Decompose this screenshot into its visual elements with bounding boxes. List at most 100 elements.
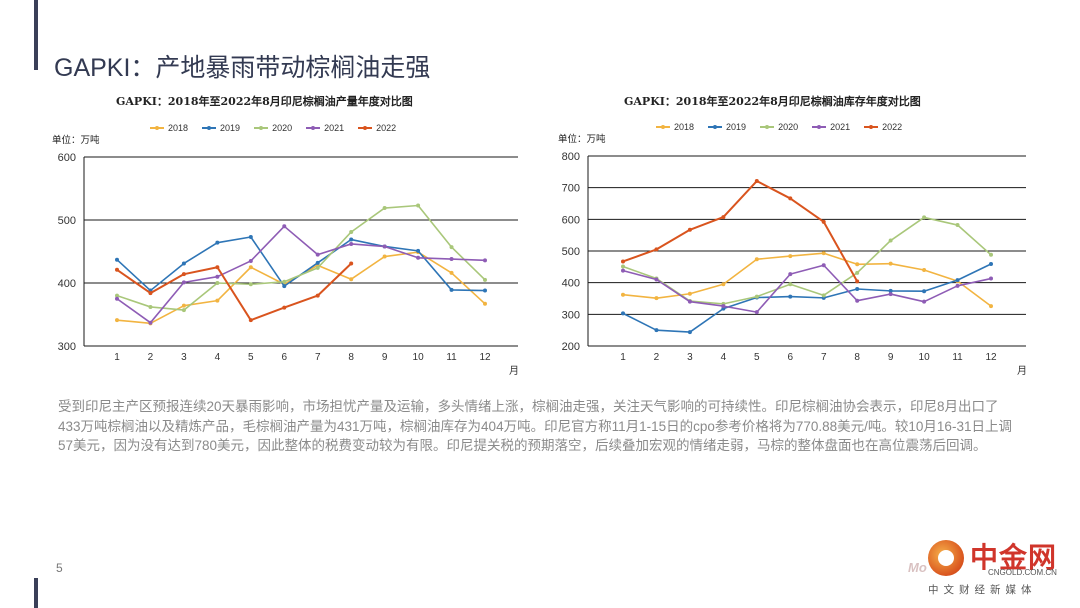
data-point-2019: [349, 237, 354, 242]
legend-item-2019: 2019: [202, 123, 240, 133]
y-tick-label: 300: [562, 309, 580, 321]
data-point-2021: [115, 296, 119, 301]
x-tick-label: 2: [148, 352, 154, 363]
data-point-2020: [382, 206, 387, 211]
data-point-2019: [181, 261, 186, 266]
legend-item-2020: 2020: [254, 123, 292, 133]
data-point-2021: [449, 257, 454, 262]
data-point-2020: [282, 279, 287, 284]
inventory-chart-title: GAPKI：2018年至2022年8月印尼棕榈油库存年度对比图: [624, 95, 921, 108]
logo-domain: CNGOLD.COM.CN: [988, 568, 1057, 577]
data-point-2019: [888, 288, 893, 293]
legend-swatch: [306, 125, 321, 130]
y-tick-label: 300: [58, 341, 76, 353]
series-line-2020: [622, 216, 992, 305]
data-point-2022: [282, 305, 287, 310]
legend-item-2018: 2018: [150, 123, 188, 133]
data-point-2019: [788, 294, 793, 299]
data-point-2020: [888, 238, 893, 243]
data-point-2021: [754, 310, 759, 315]
data-point-2022: [181, 272, 186, 277]
data-point-2018: [855, 262, 860, 267]
x-tick-label: 5: [754, 352, 760, 363]
y-tick-label: 600: [562, 214, 580, 226]
data-point-2018: [382, 254, 387, 259]
data-point-2018: [788, 254, 793, 259]
data-point-2018: [181, 303, 186, 308]
data-point-2019: [416, 248, 421, 253]
data-point-2018: [888, 261, 893, 266]
data-point-2019: [215, 240, 220, 245]
data-point-2022: [215, 265, 220, 270]
data-point-2019: [449, 287, 454, 292]
data-point-2019: [115, 257, 119, 262]
data-point-2021: [721, 304, 726, 309]
data-point-2020: [181, 308, 186, 313]
data-point-2021: [416, 255, 421, 260]
data-point-2020: [449, 245, 454, 250]
x-tick-label: 11: [952, 352, 963, 363]
data-point-2021: [248, 258, 253, 263]
data-point-2018: [922, 268, 927, 272]
data-point-2020: [821, 293, 826, 298]
x-tick-label: 3: [181, 352, 187, 363]
data-point-2019: [248, 235, 253, 240]
data-point-2021: [483, 258, 487, 263]
y-tick-label: 400: [562, 278, 580, 290]
data-point-2021: [148, 320, 153, 325]
data-point-2022: [788, 196, 793, 201]
x-tick-label: 10: [413, 352, 425, 363]
data-point-2022: [148, 291, 153, 296]
data-point-2022: [315, 293, 320, 298]
data-point-2021: [215, 274, 220, 279]
x-axis-label: 月: [1017, 365, 1027, 377]
legend-label: 2022: [882, 122, 903, 132]
data-point-2021: [654, 277, 659, 282]
page-number: 5: [56, 561, 63, 575]
y-tick-label: 400: [58, 278, 76, 290]
data-point-2021: [687, 299, 692, 304]
data-point-2019: [621, 311, 625, 316]
inventory-chart-legend: 2018 2019 2020 2021 2022: [656, 122, 902, 132]
legend-swatch: [656, 124, 670, 129]
data-point-2021: [282, 224, 287, 229]
data-point-2018: [754, 257, 759, 262]
data-point-2020: [215, 281, 220, 285]
series-line-2018: [622, 252, 992, 307]
legend-swatch: [708, 124, 723, 129]
data-point-2019: [483, 288, 487, 293]
legend-label: 2019: [220, 123, 241, 133]
data-point-2022: [248, 318, 253, 323]
x-tick-label: 4: [215, 352, 221, 363]
legend-item-2021: 2021: [812, 122, 850, 132]
legend-swatch: [864, 124, 879, 129]
data-point-2019: [282, 284, 287, 289]
data-point-2022: [349, 261, 354, 266]
series-line-2019: [622, 263, 992, 333]
data-point-2022: [754, 179, 759, 184]
body-text: 受到印尼主产区预报连续20天暴雨影响，市场担忧产量及运输，多头情绪上涨，棕榈油走…: [58, 399, 1012, 453]
data-point-2019: [955, 278, 960, 283]
data-point-2020: [315, 265, 320, 270]
legend-swatch: [760, 124, 775, 129]
data-point-2020: [416, 203, 421, 208]
data-point-2018: [821, 251, 826, 256]
legend-swatch: [150, 125, 164, 130]
data-point-2020: [989, 252, 993, 257]
data-point-2021: [382, 244, 387, 249]
data-point-2021: [349, 241, 354, 246]
data-point-2022: [855, 279, 860, 284]
data-point-2019: [989, 261, 993, 266]
y-tick-label: 200: [562, 341, 580, 353]
data-point-2020: [621, 264, 625, 269]
legend-label: 2019: [726, 122, 747, 132]
data-point-2021: [315, 252, 320, 257]
data-point-2021: [989, 276, 993, 281]
legend-item-2021: 2021: [306, 123, 344, 133]
slide-title: GAPKI：产地暴雨带动棕榈油走强: [54, 54, 431, 82]
data-point-2019: [654, 328, 659, 333]
data-point-2020: [922, 215, 927, 220]
legend-item-2019: 2019: [708, 122, 746, 132]
series-line-2022: [116, 262, 352, 322]
